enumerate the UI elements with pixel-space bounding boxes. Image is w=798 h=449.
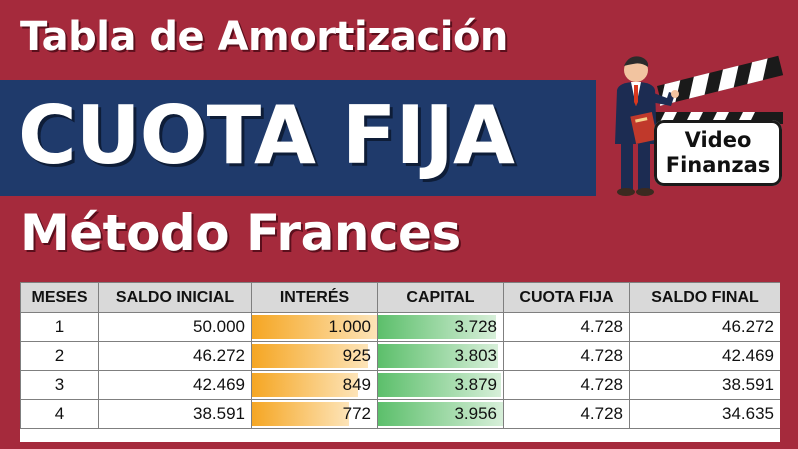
cell-cuota-fija-value: 4.728 [580, 317, 623, 336]
cell-cuota-fija: 4.728 [503, 312, 630, 342]
cell-saldo-final: 38.591 [629, 370, 780, 400]
cell-capital-value: 3.879 [454, 375, 497, 394]
cell-saldo-final: 46.272 [629, 312, 780, 342]
table-row: 4 38.591 772 3.956 4.728 34.635 [20, 399, 780, 429]
cell-saldo-inicial: 50.000 [98, 312, 252, 342]
cell-interes-value: 1.000 [328, 317, 371, 336]
cell-mes: 4 [20, 399, 99, 429]
cell-capital-value: 3.956 [454, 404, 497, 423]
presenter-with-clapperboard-icon [615, 55, 784, 196]
video-finanzas-badge: Video Finanzas [654, 120, 782, 186]
cell-interes: 772 [251, 399, 378, 429]
capital-data-bar [378, 344, 499, 368]
cell-capital-value: 3.728 [454, 317, 497, 336]
cell-interes-value: 772 [342, 404, 371, 423]
cell-saldo-final-value: 46.272 [722, 317, 774, 336]
cell-cuota-fija: 4.728 [503, 341, 630, 371]
header-meses: MESES [20, 282, 99, 313]
cell-saldo-inicial: 46.272 [98, 341, 252, 371]
interest-data-bar [252, 315, 377, 339]
interest-data-bar [252, 344, 368, 368]
cell-saldo-inicial-value: 38.591 [193, 404, 245, 423]
table-row: 2 46.272 925 3.803 4.728 42.469 [20, 341, 780, 371]
title-bottom: Método Frances [20, 204, 461, 262]
title-banner [0, 80, 596, 196]
header-cuota-fija: CUOTA FIJA [503, 282, 630, 313]
cell-cuota-fija-value: 4.728 [580, 346, 623, 365]
cell-capital-value: 3.803 [454, 346, 497, 365]
cell-saldo-inicial-value: 50.000 [193, 317, 245, 336]
cell-interes: 1.000 [251, 312, 378, 342]
cell-interes: 925 [251, 341, 378, 371]
cell-mes-value: 3 [54, 375, 65, 394]
cell-cuota-fija: 4.728 [503, 370, 630, 400]
title-top: Tabla de Amortización [20, 14, 508, 60]
amortization-table: MESES SALDO INICIAL INTERÉS CAPITAL CUOT… [20, 282, 780, 429]
table-header-row: MESES SALDO INICIAL INTERÉS CAPITAL CUOT… [20, 282, 780, 313]
cell-capital: 3.728 [377, 312, 504, 342]
interest-data-bar [252, 373, 359, 397]
cell-cuota-fija-value: 4.728 [580, 375, 623, 394]
badge-line-1: Video [684, 128, 752, 152]
cell-saldo-inicial: 38.591 [98, 399, 252, 429]
cell-interes-value: 849 [342, 375, 371, 394]
cell-mes: 3 [20, 370, 99, 400]
badge-line-2: Finanzas [665, 153, 771, 177]
header-interes: INTERÉS [251, 282, 378, 313]
capital-data-bar [378, 315, 496, 339]
capital-data-bar [378, 402, 503, 426]
cell-capital: 3.803 [377, 341, 504, 371]
cell-cuota-fija: 4.728 [503, 399, 630, 429]
amortization-table-container: MESES SALDO INICIAL INTERÉS CAPITAL CUOT… [20, 282, 780, 442]
cell-capital: 3.879 [377, 370, 504, 400]
capital-data-bar [378, 373, 501, 397]
cell-saldo-final-value: 42.469 [722, 346, 774, 365]
cell-saldo-final-value: 38.591 [722, 375, 774, 394]
cell-mes: 1 [20, 312, 99, 342]
interest-data-bar [252, 402, 349, 426]
cell-saldo-inicial-value: 46.272 [193, 346, 245, 365]
cell-saldo-final: 42.469 [629, 341, 780, 371]
cell-capital: 3.956 [377, 399, 504, 429]
cell-interes-value: 925 [342, 346, 371, 365]
header-saldo-inicial: SALDO INICIAL [98, 282, 252, 313]
cell-saldo-inicial-value: 42.469 [193, 375, 245, 394]
cell-mes-value: 1 [54, 317, 65, 336]
cell-mes-value: 4 [54, 404, 65, 423]
cell-saldo-final: 34.635 [629, 399, 780, 429]
table-row: 1 50.000 1.000 3.728 4.728 46.272 [20, 312, 780, 342]
cell-cuota-fija-value: 4.728 [580, 404, 623, 423]
header-saldo-final: SALDO FINAL [629, 282, 780, 313]
banner-title: CUOTA FIJA [18, 89, 515, 182]
header-capital: CAPITAL [377, 282, 504, 313]
cell-saldo-final-value: 34.635 [722, 404, 774, 423]
cell-interes: 849 [251, 370, 378, 400]
table-row: 3 42.469 849 3.879 4.728 38.591 [20, 370, 780, 400]
cell-mes: 2 [20, 341, 99, 371]
cell-mes-value: 2 [54, 346, 65, 365]
cell-saldo-inicial: 42.469 [98, 370, 252, 400]
